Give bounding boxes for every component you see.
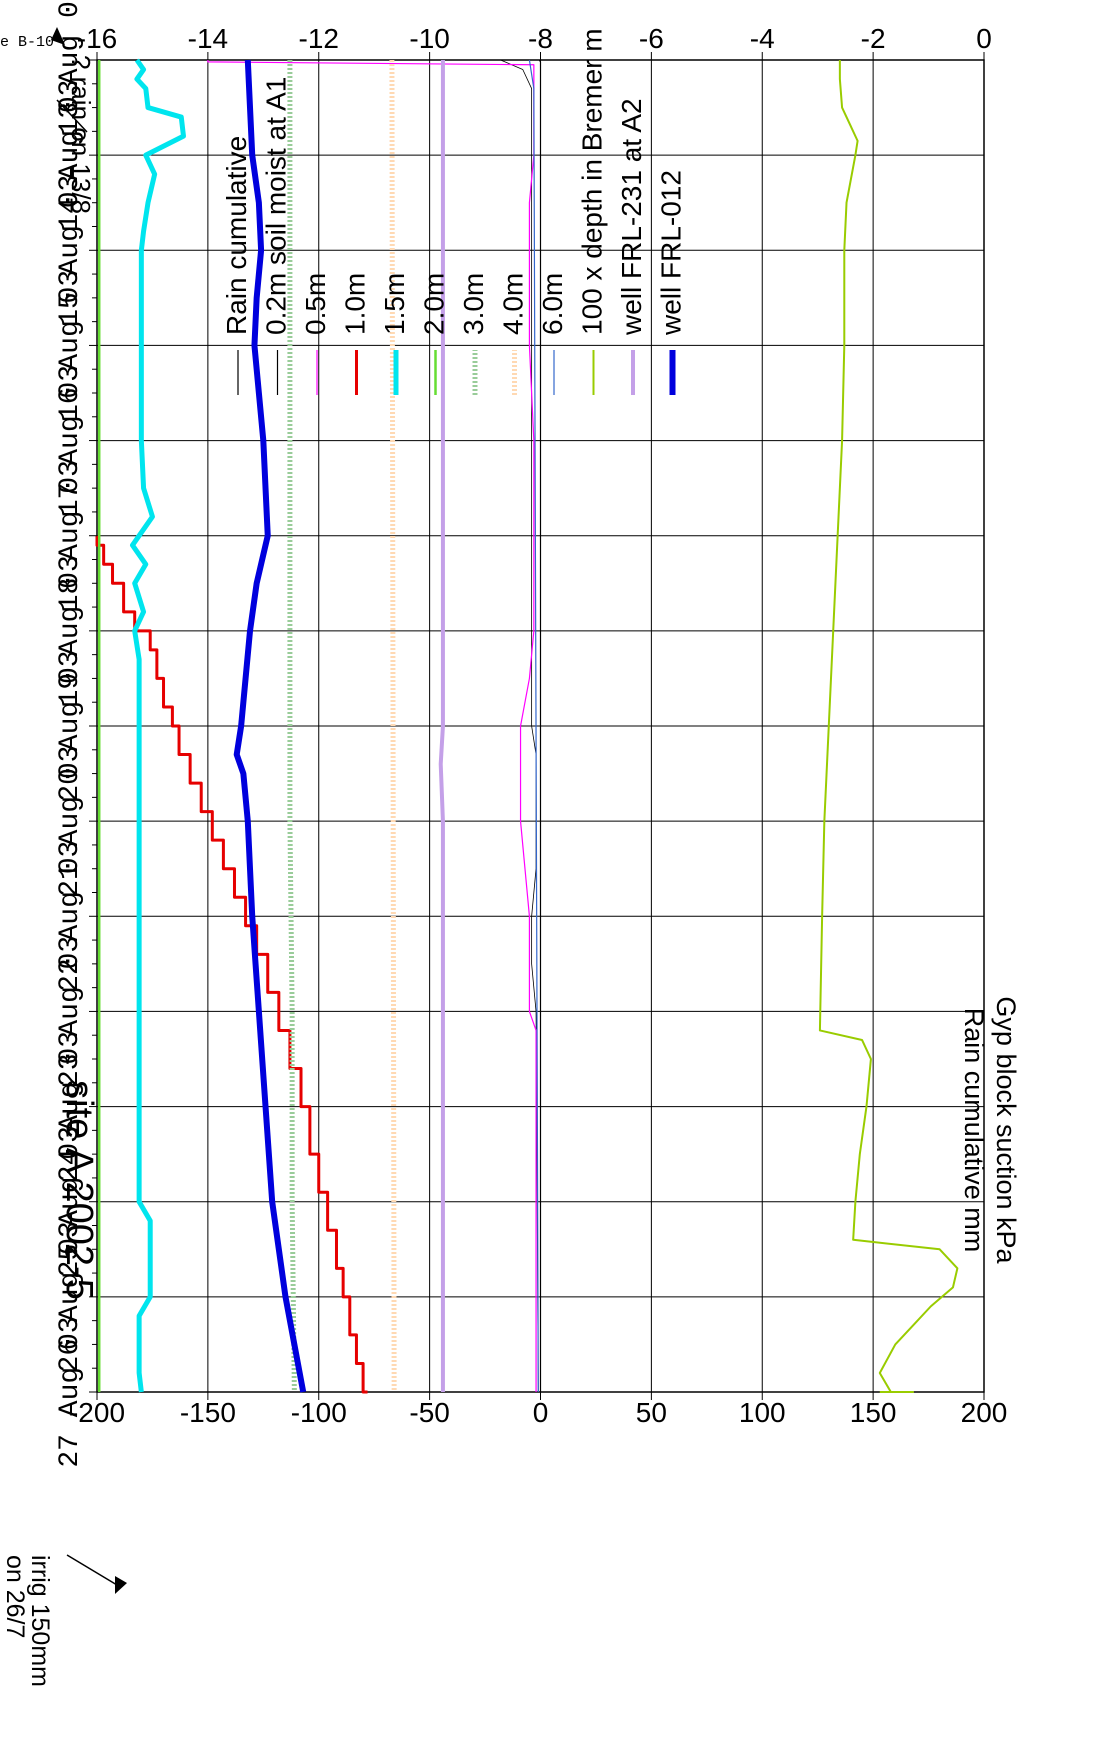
series-line-11 — [233, 59, 307, 1393]
x-tick-label: 19 Aug 03 — [55, 555, 86, 706]
legend-item: Rain cumulative — [221, 136, 252, 395]
legend-label-5: 2.0m — [419, 273, 450, 335]
x-tick-label: 24 Aug 03 — [55, 1031, 86, 1182]
annotation-irrig-line2: on 26/7 — [1, 1555, 29, 1638]
y-left-tick-label: -200 — [69, 1397, 125, 1428]
legend-label-9: 100 x depth in Bremer m — [577, 28, 608, 335]
x-tick-label: 27 Aug 03 — [55, 1316, 86, 1467]
annotation-rain-arrow — [56, 99, 88, 133]
x-tick-label: 13 Aug 03 — [55, 0, 86, 136]
x-tick-label: 25 Aug 03 — [55, 1126, 86, 1277]
y-left-tick-label: 150 — [850, 1397, 897, 1428]
series-line-9 — [818, 60, 959, 1393]
series-line-1 — [500, 59, 539, 1393]
legend-page: Rain cumulative 0.2m soil moist at A1 0.5m… — [221, 28, 687, 395]
y-left-tick-label: -100 — [291, 1397, 347, 1428]
legend: Rain cumulative 0.2m soil moist at A1 0.5m… — [221, 28, 687, 395]
legend-item: 1.0m — [340, 273, 371, 395]
y-right-tick-label: -16 — [77, 23, 117, 54]
series-line-4 — [129, 58, 186, 1393]
x-tick-label: 26 Aug 03 — [55, 1221, 86, 1372]
legend-label-2: 0.5m — [300, 273, 331, 335]
legend-item: well FRL-231 at A2 — [616, 98, 647, 395]
y-left-label-line1: Gyp block suction kPa — [991, 996, 1021, 1264]
y-right-tick-label: -14 — [188, 23, 228, 54]
annotation-rain: ? rain on 13/8 — [51, 27, 96, 214]
y-right-tick-label: -2 — [861, 23, 886, 54]
y-right-tick-label: -12 — [299, 23, 339, 54]
annotation-rain-arrowhead — [51, 27, 65, 45]
legend-item: 4.0m — [498, 273, 529, 395]
x-tick-label: 16 Aug 03 — [55, 270, 86, 421]
annotation-irrig-line1: irrig 150mm — [26, 1555, 54, 1687]
legend-label-4: 1.5m — [379, 273, 410, 335]
legend-label-1: 0.2m soil moist at A1 — [261, 77, 292, 335]
y-right-tick-label: -4 — [750, 23, 775, 54]
x-tick-label: 23 Aug 03 — [55, 936, 86, 1087]
legend-label-10: well FRL-231 at A2 — [616, 98, 647, 336]
y-right-tick-label: 0 — [976, 23, 992, 54]
x-tick-label: 20 Aug 03 — [55, 650, 86, 801]
annotation-rain-text: ? rain on 13/8 — [66, 55, 96, 214]
series-line-6 — [287, 60, 297, 1393]
y-left-tick-label: -150 — [180, 1397, 236, 1428]
chart-title: site A 2002-5 — [58, 1080, 100, 1300]
series-line-8 — [528, 59, 539, 1393]
series-layer — [95, 58, 959, 1394]
y-left-tick-label: 50 — [636, 1397, 667, 1428]
legend-label-0: Rain cumulative — [221, 136, 252, 335]
legend-item: 1.5m — [379, 273, 410, 395]
y-left-tick-label: -50 — [409, 1397, 449, 1428]
legend-item: 3.0m — [458, 273, 489, 395]
legend-label-6: 3.0m — [458, 273, 489, 335]
annotation-irrig-arrow — [66, 1554, 118, 1586]
legend-label-3: 1.0m — [340, 273, 371, 335]
y-right-tick-label: -6 — [639, 23, 664, 54]
legend-item: 100 x depth in Bremer m — [577, 28, 608, 395]
y-left-tick-label: 0 — [533, 1397, 549, 1428]
x-tick-label: 15 Aug 03 — [55, 175, 86, 326]
y-left-label-line2: Rain cumulative mm — [959, 1008, 989, 1253]
legend-item: 2.0m — [419, 273, 450, 395]
y-right-tick-label: -8 — [528, 23, 553, 54]
page-label: e B-10 — [0, 34, 54, 51]
x-tick-label: 14 Aug 03 — [55, 80, 86, 231]
series-line-0 — [538, 59, 542, 1392]
legend-item: 0.2m soil moist at A1 — [261, 77, 292, 395]
legend-label-11: well FRL-012 — [656, 170, 687, 336]
series-line-10 — [438, 60, 445, 1392]
x-tick-label: 21 Aug 03 — [55, 746, 86, 897]
legend-label-7: 4.0m — [498, 273, 529, 335]
y-left-tick-label: 100 — [739, 1397, 786, 1428]
x-tick-label: 18 Aug 03 — [55, 460, 86, 611]
legend-item: well FRL-012 — [656, 170, 687, 395]
x-tick-label: 22 Aug 03 — [55, 841, 86, 992]
annotation-irrig: irrig 150mm on 26/7 — [1, 1554, 127, 1687]
legend-item: 6.0m — [537, 273, 568, 395]
x-tick-label: 17 Aug 03 — [55, 365, 86, 516]
legend-label-8: 6.0m — [537, 273, 568, 335]
y-left-tick-label: 200 — [961, 1397, 1008, 1428]
series-line-3 — [95, 535, 368, 1394]
y-right-tick-label: -10 — [409, 23, 449, 54]
annotation-irrig-arrowhead — [115, 1576, 127, 1594]
legend-item: 0.5m — [300, 273, 331, 395]
